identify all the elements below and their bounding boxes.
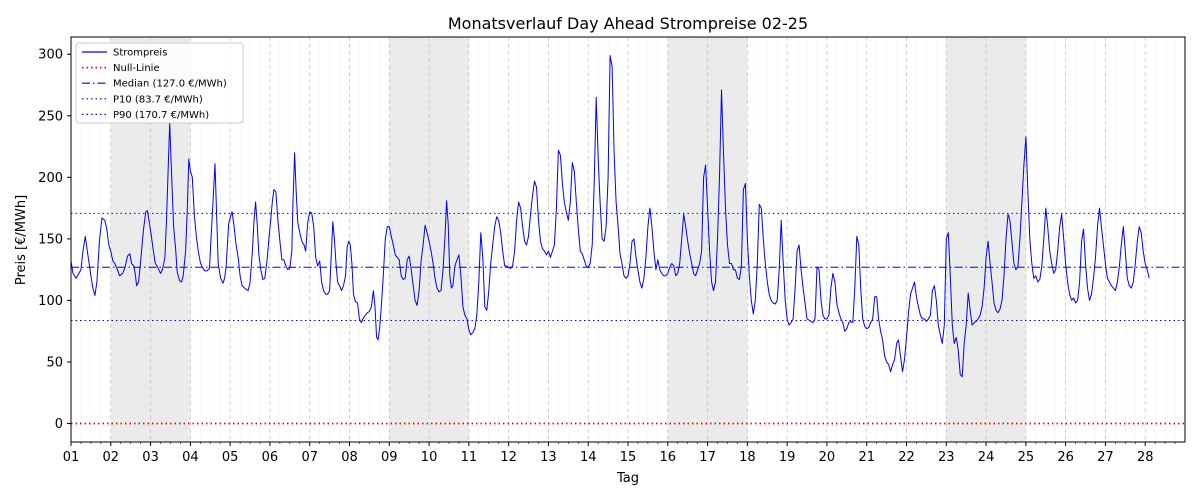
x-tick-label: 08	[341, 450, 358, 465]
x-tick-label: 02	[103, 450, 120, 465]
x-tick-label: 07	[301, 450, 318, 465]
x-tick-label: 25	[1018, 450, 1035, 465]
y-tick-label: 150	[38, 232, 63, 247]
y-axis-label: Preis [€/MWh]	[14, 195, 29, 285]
x-tick-label: 11	[461, 450, 478, 465]
y-tick-label: 250	[38, 109, 63, 124]
series-line-strompreis	[70, 55, 1150, 378]
x-tick-label: 13	[540, 450, 557, 465]
y-tick-label: 300	[38, 48, 63, 63]
x-tick-label: 06	[262, 450, 279, 465]
y-tick-label: 50	[46, 355, 63, 370]
x-tick-label: 14	[580, 450, 597, 465]
legend-box	[75, 42, 244, 124]
legend-label: Strompreis	[113, 48, 167, 59]
x-tick-label: 10	[421, 450, 438, 465]
x-tick-label: 23	[938, 450, 955, 465]
x-tick-label: 27	[1097, 450, 1114, 465]
x-tick-label: 05	[222, 450, 239, 465]
x-tick-label: 16	[660, 450, 677, 465]
x-tick-label: 15	[620, 450, 637, 465]
x-tick-label: 24	[978, 450, 995, 465]
legend: Strompreis Null-Linie Median (127.0 €/MWh)…	[75, 42, 244, 124]
axis-ticks: 0 50 100 150 200 250 300 01 02 03 04 05 06 07 08 09 10 11…	[38, 48, 1176, 465]
legend-label: P10 (83.7 €/MWh)	[113, 94, 203, 105]
x-tick-label: 22	[898, 450, 915, 465]
x-tick-label: 21	[858, 450, 875, 465]
price-series	[70, 55, 1150, 378]
y-tick-label: 200	[38, 171, 63, 186]
x-tick-label: 17	[699, 450, 716, 465]
x-tick-label: 28	[1137, 450, 1154, 465]
x-tick-label: 26	[1057, 450, 1074, 465]
x-tick-label: 01	[63, 450, 80, 465]
x-tick-label: 09	[381, 450, 398, 465]
x-tick-label: 12	[500, 450, 517, 465]
x-tick-label: 20	[819, 450, 836, 465]
legend-label: Null-Linie	[113, 63, 160, 74]
y-tick-label: 0	[55, 417, 63, 432]
legend-label: P90 (170.7 €/MWh)	[113, 110, 209, 121]
x-axis-label: Tag	[616, 471, 639, 486]
grid-lines	[80, 37, 1176, 442]
x-tick-label: 18	[739, 450, 756, 465]
x-tick-label: 03	[142, 450, 159, 465]
legend-label: Median (127.0 €/MWh)	[113, 79, 227, 90]
y-tick-label: 100	[38, 294, 63, 309]
chart-title: Monatsverlauf Day Ahead Strompreise 02-2…	[448, 14, 808, 33]
x-tick-label: 19	[779, 450, 796, 465]
x-tick-label: 04	[182, 450, 199, 465]
